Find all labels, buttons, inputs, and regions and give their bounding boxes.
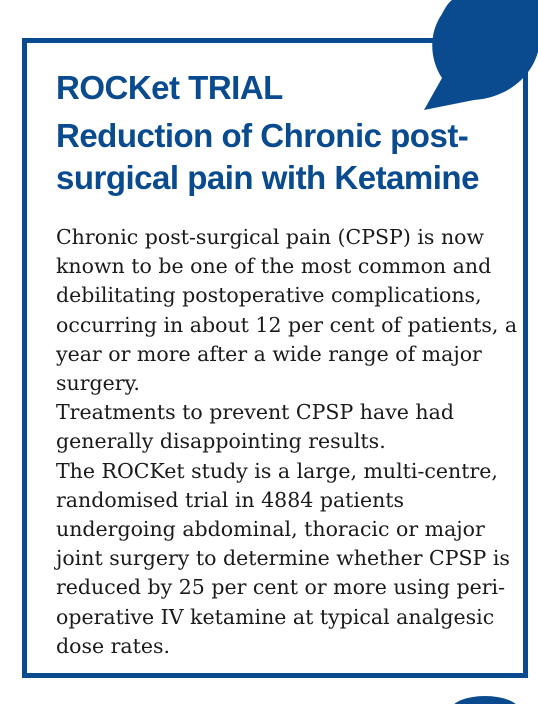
paragraph-treatments: Treatments to prevent CPSP have had gene… — [56, 400, 454, 454]
paragraph-cpsp-intro: Chronic post-surgical pain (CPSP) is now… — [56, 225, 518, 396]
info-box-frame — [22, 38, 528, 678]
page-title: ROCKet TRIAL — [56, 69, 283, 106]
page-subtitle: Reduction of Chronic post-surgical pain … — [56, 117, 479, 196]
speech-bubble-icon — [424, 0, 538, 110]
decorative-circle-icon — [454, 696, 516, 704]
paragraph-rocket-study: The ROCKet study is a large, multi-centr… — [56, 458, 510, 658]
body-text: Chronic post-surgical pain (CPSP) is now… — [56, 223, 524, 661]
